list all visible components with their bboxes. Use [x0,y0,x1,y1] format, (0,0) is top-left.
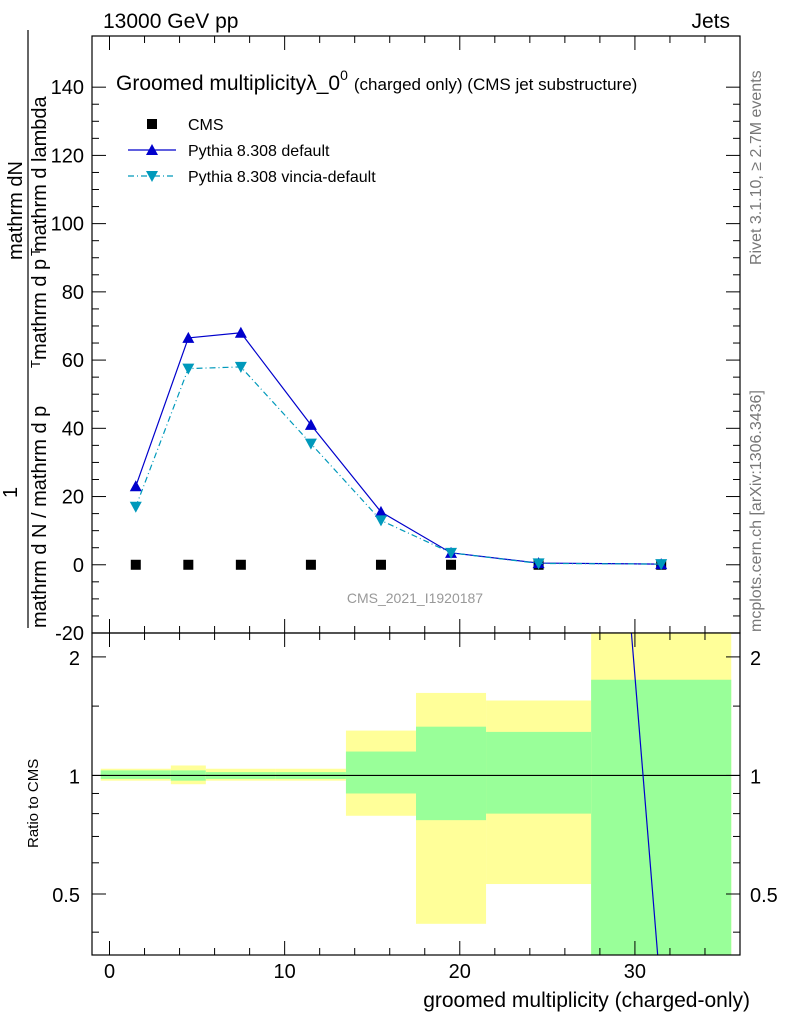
ylabel-part-upper: mathrm d p [29,259,51,360]
legend-cms-label: CMS [188,117,224,134]
main-ylabel: mathrm dN T mathrm d lambda mathrm d p T… [0,30,51,628]
main-ytick-label: 40 [62,418,84,440]
ratio-ytick-label-right: 0.5 [750,885,778,907]
ratio-ytick-label: 2 [69,648,80,670]
main-series [129,326,668,571]
cms-point [375,559,386,570]
default-point [129,480,142,492]
ratio-band-green [591,679,732,955]
legend: CMS Pythia 8.308 default Pythia 8.308 vi… [128,117,376,186]
default-point [374,505,387,517]
cms-point [446,559,457,570]
vincia-point [445,547,458,559]
cms-point [235,559,246,570]
main-ytick-label: 20 [62,487,84,509]
ratio-bands [92,632,740,956]
ratio-panel: 0.5 0.51 12 20 10 20 30 Ratio to CMS groomed m… [25,632,778,1012]
vincia-point [655,559,668,571]
ratio-frame [91,632,741,956]
header-process: Jets [691,10,730,33]
plot-title: Groomed multiplicityλ_00 (charged only) (… [116,67,637,95]
ylabel-numerator: mathrm dN [5,161,27,260]
ratio-band-green [345,751,416,794]
legend-default-label: Pythia 8.308 default [188,143,330,160]
plot-title-suffix: (charged only) (CMS jet substructure) [354,75,637,94]
vincia-point [374,515,387,527]
vincia-point [182,363,195,375]
cms-point [183,559,194,570]
default-point [182,331,195,343]
ratio-ytick-label: 1 [69,766,80,788]
ylabel-part-mid: mathrm d lambda [29,96,51,252]
ratio-ytick-label: 0.5 [52,885,80,907]
ratio-ytick-label-right: 2 [750,648,761,670]
rivet-label: Rivet 3.1.10, ≥ 2.7M events [748,70,765,265]
main-axis-ticks: -20 0 20 40 60 80 100 120 140 [51,36,740,645]
xtick-label: 10 [274,961,296,983]
plot-title-sup: 0 [340,67,348,83]
vincia-point [129,501,142,513]
cms-point [130,559,141,570]
watermark: CMS_2021_I1920187 [347,590,483,606]
ratio-band-green [100,770,171,779]
x-axis-title: groomed multiplicity (charged-only) [423,989,750,1012]
main-ytick-label: 60 [62,350,84,372]
xtick-label: 0 [104,961,115,983]
main-ytick-label: 0 [73,555,84,577]
xtick-label: 30 [624,961,646,983]
legend-cms-marker [147,119,157,129]
series-line-2 [135,366,662,565]
legend-vincia-marker [146,171,158,182]
ratio-ytick-label-right: 1 [750,766,761,788]
main-ytick-label: -20 [55,623,84,645]
series-line-1 [135,332,662,565]
main-ytick-label: 100 [51,214,84,236]
default-point [234,326,247,338]
main-ytick-label: 80 [62,282,84,304]
ylabel-denominator: mathrm d N / mathrm d p [29,406,51,628]
default-point [304,418,317,430]
ylabel-sub-upper: T [28,360,43,368]
ratio-axis-ticks: 0.5 0.51 12 20 10 20 30 [52,633,778,983]
vincia-point [304,438,317,450]
cms-point [305,559,316,570]
ylabel-sub-mid: T [28,248,43,256]
header-energy: 13000 GeV pp [103,10,238,33]
ratio-default-line [630,632,659,956]
plot-title-main: Groomed multiplicityλ_0 [116,72,340,95]
legend-default-marker [146,144,158,155]
xtick-label: 20 [449,961,471,983]
mcplots-label: mcplots.cern.ch [arXiv:1306.3436] [748,390,765,632]
main-ytick-label: 140 [51,77,84,99]
ylabel-one: 1 [0,487,22,498]
ratio-band-green [416,726,487,821]
main-ytick-label: 120 [51,145,84,167]
vincia-point [532,558,545,570]
legend-vincia-label: Pythia 8.308 vincia-default [188,169,376,186]
ratio-band-green [486,731,592,814]
vincia-point [234,361,247,373]
ratio-ylabel: Ratio to CMS [25,759,42,848]
